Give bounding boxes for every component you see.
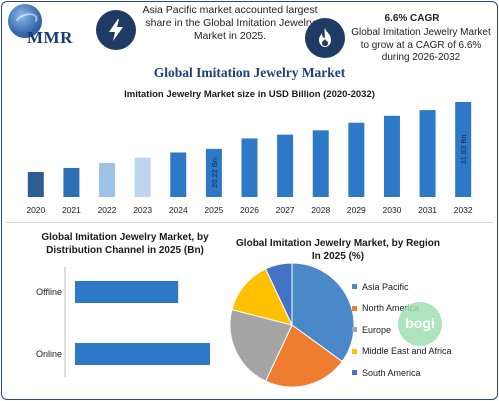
category-label: Online bbox=[36, 349, 62, 359]
legend-swatch bbox=[352, 348, 357, 354]
bar-2026 bbox=[241, 138, 258, 197]
legend-item: South America bbox=[352, 362, 492, 384]
market-size-chart-title: Imitation Jewelry Market size in USD Bil… bbox=[124, 89, 375, 100]
info-cagr: Global Imitation Jewelry Market to grow … bbox=[351, 27, 491, 63]
region-pie-chart bbox=[229, 262, 355, 388]
lightning-icon bbox=[96, 10, 136, 50]
region-chart-title: Global Imitation Jewelry Market, by Regi… bbox=[236, 238, 440, 262]
data-label: 31.63 Bn bbox=[459, 134, 468, 164]
slice-middle-east-and-africa bbox=[231, 268, 293, 326]
legend-item: Middle East and Africa bbox=[352, 341, 492, 363]
x-tick-label: 2028 bbox=[311, 205, 330, 215]
bar-2032 bbox=[455, 102, 472, 197]
legend-item: Asia Pacific bbox=[352, 276, 492, 298]
watermark-text: bogi bbox=[405, 315, 435, 331]
bar-2028 bbox=[312, 130, 329, 197]
x-tick-label: 2024 bbox=[169, 205, 188, 215]
x-tick-label: 2021 bbox=[62, 205, 81, 215]
distribution-chart-title: Global Imitation Jewelry Market, by Dist… bbox=[41, 232, 209, 256]
legend-label: South America bbox=[362, 367, 421, 378]
distribution-bar-chart: Offline Online bbox=[36, 267, 210, 377]
bar-2027 bbox=[277, 134, 294, 197]
legend-swatch bbox=[352, 327, 357, 333]
legend-label: Middle East and Africa bbox=[362, 346, 452, 357]
bar-online bbox=[75, 343, 210, 365]
globe-logo-icon bbox=[8, 4, 42, 38]
main-title: Global Imitation Jewelry Market bbox=[153, 65, 346, 80]
mmr-logo: MMR bbox=[3, 4, 95, 50]
bar-2023 bbox=[134, 157, 151, 197]
x-tick-label: 2030 bbox=[383, 205, 402, 215]
region-legend: Asia Pacific North America Europe Middle Ea… bbox=[352, 276, 492, 384]
x-tick-label: 2020 bbox=[26, 205, 45, 215]
bar-2024 bbox=[170, 152, 187, 197]
bar-2020 bbox=[27, 172, 44, 197]
section-divider bbox=[6, 222, 493, 223]
cagr-title: 6.6% CAGR bbox=[384, 13, 440, 24]
category-label: Offline bbox=[36, 287, 62, 297]
x-tick-label: 2023 bbox=[133, 205, 152, 215]
brand-name: MMR bbox=[27, 28, 73, 47]
bogi-watermark: bogi bbox=[398, 302, 442, 346]
legend-label: Europe bbox=[362, 324, 392, 335]
x-tick-label: 2032 bbox=[454, 205, 473, 215]
x-tick-label: 2022 bbox=[98, 205, 117, 215]
legend-swatch bbox=[352, 305, 357, 311]
bar-2021 bbox=[63, 167, 80, 197]
x-tick-label: 2026 bbox=[240, 205, 259, 215]
bar-2031 bbox=[419, 110, 436, 197]
legend-item: Europe bbox=[352, 319, 492, 341]
header: MMR Asia Pacific market accounted larges… bbox=[0, 0, 499, 63]
market-size-bar-chart: 2020 2021 2022 2023 2024 2025 2026 2027 2028 2029… bbox=[26, 102, 473, 215]
bar-offline bbox=[75, 281, 179, 303]
bar-2022 bbox=[99, 162, 116, 197]
legend-label: Asia Pacific bbox=[362, 281, 409, 292]
bar-2029 bbox=[348, 122, 365, 197]
slice-south-america bbox=[264, 262, 293, 326]
legend-item: North America bbox=[352, 298, 492, 320]
legend-label: North America bbox=[362, 303, 420, 314]
bar-2025 bbox=[205, 148, 222, 197]
x-tick-label: 2031 bbox=[418, 205, 437, 215]
x-tick-label: 2029 bbox=[347, 205, 366, 215]
flame-icon bbox=[305, 18, 345, 58]
slice-europe bbox=[229, 308, 293, 382]
x-tick-label: 2025 bbox=[204, 205, 223, 215]
bar-2030 bbox=[383, 115, 400, 197]
info-asia-pacific: Asia Pacific market accounted largest sh… bbox=[142, 4, 318, 42]
legend-swatch bbox=[352, 370, 357, 376]
x-tick-label: 2027 bbox=[276, 205, 295, 215]
slice-asia-pacific bbox=[291, 262, 355, 363]
data-label: 20.22 Bn bbox=[210, 158, 219, 188]
legend-swatch bbox=[352, 284, 357, 290]
